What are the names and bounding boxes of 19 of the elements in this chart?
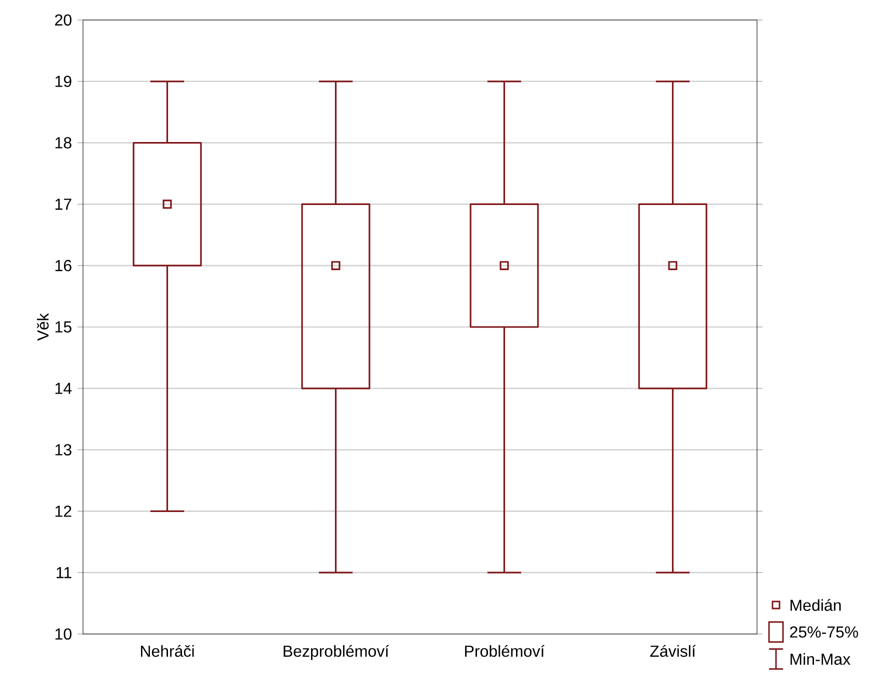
y-tick-label: 13 (55, 444, 72, 456)
x-tick-label: Nehráči (141, 644, 194, 657)
y-tick-label: 20 (55, 14, 72, 26)
y-tick-label: 12 (55, 506, 72, 517)
x-tick-label: Bezproblémoví (284, 644, 390, 660)
text: Medián (790, 599, 841, 611)
x-tick-label: Problémoví (465, 644, 545, 657)
text: 25%-75% (790, 626, 858, 638)
x-tick-label: Závislí (650, 644, 696, 657)
text: Min-Max (790, 653, 850, 665)
y-tick-label: 16 (55, 260, 72, 272)
y-tick-label: 11 (56, 567, 72, 578)
y-tick-label: 10 (55, 628, 72, 640)
y-tick-label: 18 (55, 137, 72, 148)
y-tick-label: 14 (55, 382, 72, 394)
y-tick-label: 17 (55, 198, 72, 210)
y-axis-title: Věk (36, 313, 49, 341)
y-tick-label: 19 (55, 76, 72, 88)
y-tick-label: 15 (55, 321, 72, 333)
